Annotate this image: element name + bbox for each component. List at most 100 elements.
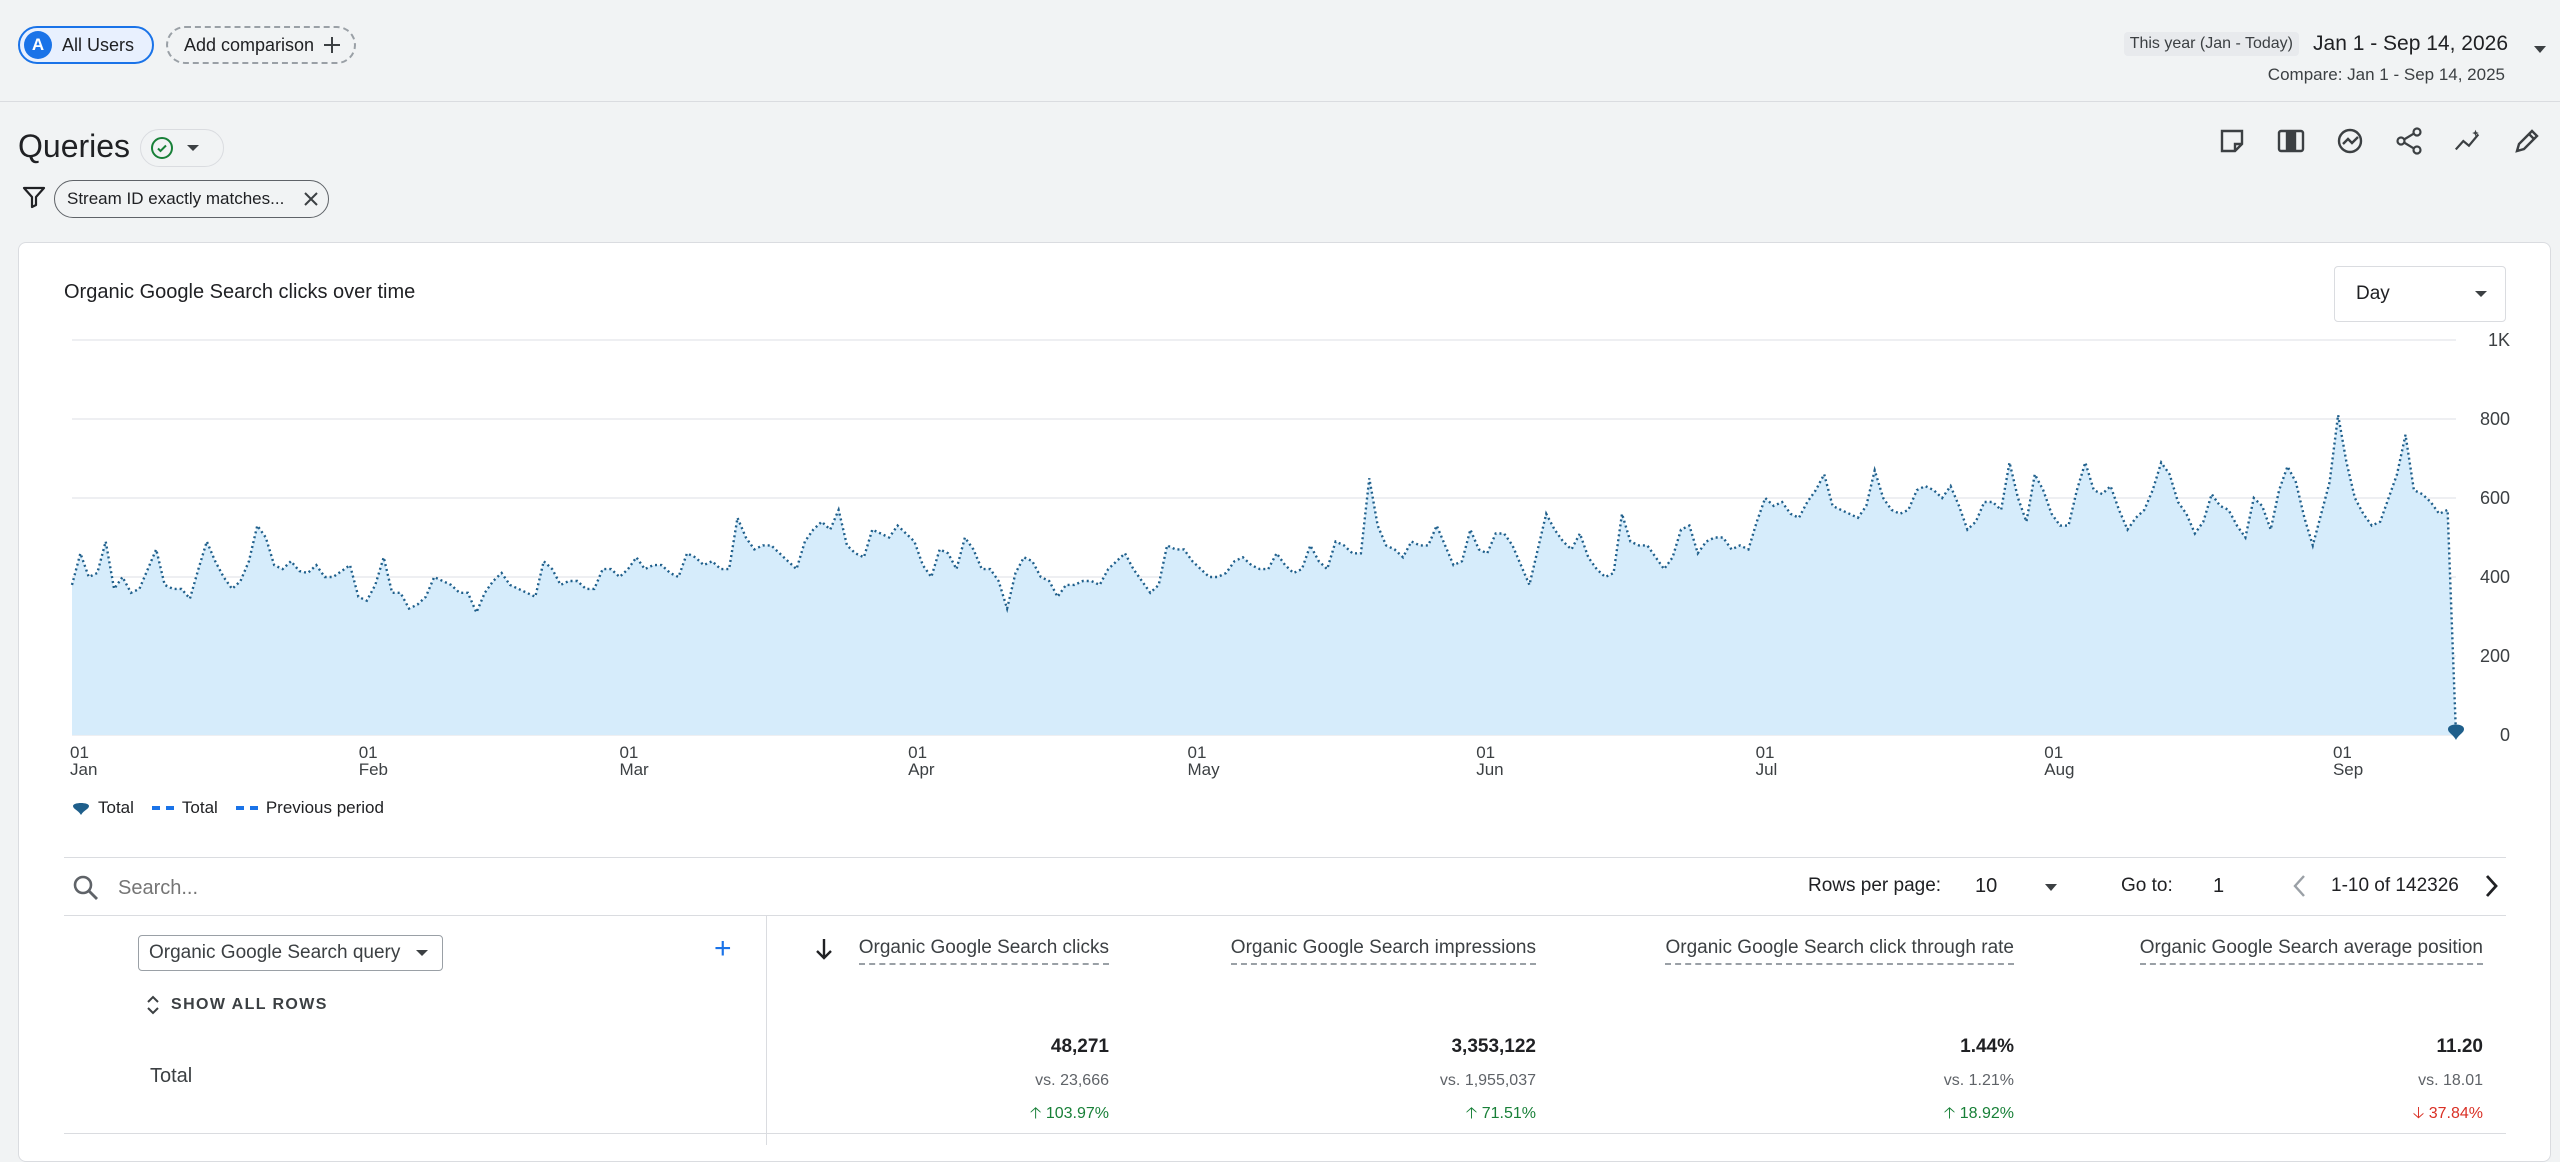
- share-icon[interactable]: [2394, 126, 2424, 156]
- rows-per-page-select[interactable]: 10: [1975, 875, 1998, 897]
- clicks-over-time-chart: 02004006008001K01Jan01Feb01Mar01Apr01May…: [70, 330, 2510, 779]
- search-input[interactable]: [116, 875, 520, 901]
- note-icon[interactable]: [2217, 126, 2247, 156]
- column-separator: [766, 915, 767, 1145]
- legend-marker-total-icon: [73, 803, 89, 815]
- total-ctr-previous: vs. 1.21%: [1943, 1072, 2014, 1089]
- total-ctr-value: 1.44%: [1960, 1036, 2014, 1057]
- sort-descending-icon[interactable]: [814, 937, 834, 966]
- anomaly-trend-icon[interactable]: [2453, 126, 2483, 156]
- show-all-rows-label: SHOW ALL ROWS: [171, 996, 328, 1013]
- total-ctr-cell: 1.44% vs. 1.21% 🡡 18.92%: [1734, 1036, 2014, 1129]
- insights-icon[interactable]: [2335, 126, 2365, 156]
- show-all-rows-button[interactable]: SHOW ALL ROWS: [145, 994, 328, 1016]
- chart-title: Organic Google Search clicks over time: [64, 281, 416, 303]
- pagination-range: 1-10 of 142326: [2331, 875, 2459, 896]
- x-tick-day-label: 01: [908, 743, 927, 762]
- total-clicks-change: 🡡 103.97%: [829, 1102, 1109, 1129]
- x-tick-day-label: 01: [1476, 743, 1495, 762]
- total-impressions-change-value: 71.51%: [1481, 1105, 1536, 1122]
- x-tick-day-label: 01: [359, 743, 378, 762]
- x-tick-day-label: 01: [70, 743, 89, 762]
- y-tick-label: 800: [2480, 409, 2510, 429]
- total-clicks-value: 48,271: [1050, 1036, 1109, 1057]
- date-range-label: Jan 1 - Sep 14, 2026: [2313, 32, 2508, 55]
- x-tick-month-label: Jan: [70, 760, 97, 779]
- x-tick-month-label: Sep: [2333, 760, 2363, 779]
- legend-item-total: Total: [98, 798, 134, 817]
- table-search: [72, 874, 520, 902]
- expand-icon: [147, 995, 159, 1015]
- chevron-down-icon[interactable]: [2045, 884, 2057, 891]
- total-avg-position-change: 🡣 37.84%: [2203, 1102, 2483, 1129]
- x-tick-month-label: May: [1188, 760, 1221, 779]
- total-avg-position-previous: vs. 18.01: [2418, 1072, 2483, 1089]
- chevron-down-icon: [2475, 291, 2487, 297]
- segment-avatar: A: [24, 31, 52, 59]
- legend-dash-total-icon: [151, 806, 174, 810]
- page-title: Queries: [18, 128, 131, 164]
- column-header-impressions[interactable]: Organic Google Search impressions: [1230, 937, 1536, 965]
- report-toolbar: [2217, 126, 2542, 156]
- x-tick-day-label: 01: [619, 743, 638, 762]
- filter-icon[interactable]: [22, 185, 46, 214]
- segment-label: All Users: [62, 34, 135, 55]
- total-impressions-value: 3,353,122: [1451, 1036, 1536, 1057]
- check-circle-icon: [151, 137, 173, 159]
- y-tick-label: 200: [2480, 646, 2510, 666]
- total-clicks-previous: vs. 23,666: [1035, 1072, 1109, 1089]
- date-range-dropdown-icon[interactable]: [2534, 46, 2546, 53]
- x-tick-month-label: Feb: [359, 760, 388, 779]
- compare-columns-icon[interactable]: [2276, 126, 2306, 156]
- chevron-left-icon[interactable]: [2289, 872, 2311, 905]
- rows-per-page-label: Rows per page:: [1808, 875, 1942, 896]
- y-tick-label: 600: [2480, 488, 2510, 508]
- legend-dash-previous-icon: [235, 806, 258, 810]
- edit-pencil-icon[interactable]: [2512, 126, 2542, 156]
- total-clicks-change-value: 103.97%: [1045, 1105, 1109, 1122]
- report-status-dropdown[interactable]: [140, 129, 224, 167]
- arrow-up-icon: 🡡: [1029, 1105, 1042, 1122]
- chart-legend: Total Total Previous period: [72, 798, 384, 818]
- x-tick-month-label: Jul: [1756, 760, 1778, 779]
- header-divider: [0, 101, 2560, 102]
- total-avg-position-change-value: 37.84%: [2428, 1105, 2483, 1122]
- date-range-picker[interactable]: This year (Jan - Today) Jan 1 - Sep 14, …: [2123, 32, 2508, 56]
- x-tick-month-label: Apr: [908, 760, 935, 779]
- chevron-down-icon: [187, 145, 199, 151]
- column-header-clicks[interactable]: Organic Google Search clicks: [858, 937, 1109, 965]
- chevron-right-icon[interactable]: [2480, 872, 2502, 905]
- y-tick-label: 1K: [2488, 330, 2510, 350]
- x-tick-day-label: 01: [2333, 743, 2352, 762]
- chevron-down-icon: [416, 950, 429, 956]
- add-dimension-button[interactable]: +: [714, 932, 732, 965]
- table-bottom-divider: [64, 1133, 2506, 1134]
- goto-label: Go to:: [2121, 875, 2173, 896]
- total-ctr-change-value: 18.92%: [1959, 1105, 2014, 1122]
- close-icon[interactable]: [302, 190, 320, 208]
- goto-page-input[interactable]: 1: [2213, 875, 2225, 897]
- total-ctr-change: 🡡 18.92%: [1734, 1102, 2014, 1129]
- dimension-label: Organic Google Search query: [149, 942, 401, 963]
- x-tick-day-label: 01: [2044, 743, 2063, 762]
- arrow-up-icon: 🡡: [1465, 1105, 1478, 1122]
- x-tick-month-label: Mar: [619, 760, 649, 779]
- total-impressions-previous: vs. 1,955,037: [1439, 1072, 1536, 1089]
- dimension-select[interactable]: Organic Google Search query: [138, 935, 444, 971]
- segment-chip-all-users[interactable]: A All Users: [18, 26, 155, 64]
- x-tick-month-label: Aug: [2044, 760, 2074, 779]
- series-line: [70, 414, 2458, 736]
- granularity-value: Day: [2356, 283, 2390, 304]
- granularity-select[interactable]: Day: [2334, 266, 2506, 322]
- total-avg-position-cell: 11.20 vs. 18.01 🡣 37.84%: [2203, 1036, 2483, 1129]
- filter-chip-label: Stream ID exactly matches...: [67, 189, 285, 208]
- column-header-ctr[interactable]: Organic Google Search click through rate: [1665, 937, 2014, 965]
- column-header-avg-position[interactable]: Organic Google Search average position: [2139, 937, 2483, 965]
- date-preset-badge: This year (Jan - Today): [2123, 32, 2300, 56]
- plus-icon: [324, 37, 341, 53]
- total-avg-position-value: 11.20: [2436, 1036, 2484, 1057]
- legend-item-total-dashed: Total: [181, 798, 218, 817]
- filter-chip[interactable]: Stream ID exactly matches...: [54, 180, 330, 218]
- last-point-marker: [2448, 724, 2464, 740]
- add-comparison-button[interactable]: Add comparison: [166, 26, 357, 64]
